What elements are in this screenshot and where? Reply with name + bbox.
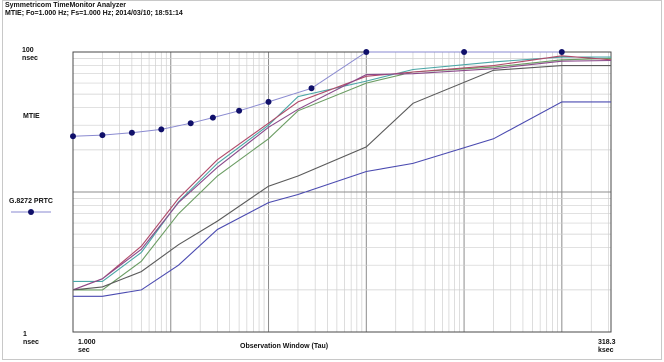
y-axis-max-value: 100 (22, 47, 34, 54)
x-axis-title: Observation Window (Tau) (240, 343, 329, 350)
series-layer (72, 55, 612, 297)
x-axis-min-unit: sec (78, 347, 90, 354)
mtie-series-6 (73, 101, 611, 297)
prtc-mask-point (265, 98, 272, 105)
plot-area-border (72, 51, 612, 333)
mask-layer (70, 49, 565, 140)
y-axis-title: MTIE (23, 113, 40, 120)
prtc-mask-point (70, 133, 76, 140)
prtc-mask-point (128, 129, 135, 136)
y-axis-min-label: 1 nsec (23, 331, 39, 347)
prtc-mask-point (363, 49, 370, 55)
plot-grid (72, 52, 611, 333)
prtc-mask-point (461, 49, 468, 55)
x-axis-min-label: 1.000 sec (78, 339, 96, 355)
mtie-series-4 (72, 59, 612, 291)
mtie-series-5 (72, 65, 611, 291)
y-axis-max-label: 100 nsec (22, 47, 38, 63)
legend-marker (28, 209, 34, 215)
prtc-mask-point (558, 49, 565, 55)
prtc-mask-point (99, 132, 106, 139)
mtie-series-1 (73, 57, 612, 291)
app-title: Symmetricom TimeMonitor Analyzer (5, 2, 126, 9)
prtc-mask-point (187, 120, 194, 127)
mtie-series-3 (72, 55, 612, 291)
y-axis-min-unit: nsec (23, 339, 39, 346)
x-axis-max-value: 318.3 (598, 339, 616, 346)
prtc-mask-point (158, 126, 165, 133)
measurement-info: MTIE; Fo=1.000 Hz; Fs=1.000 Hz; 2014/03/… (5, 10, 183, 17)
y-axis-min-value: 1 (23, 331, 27, 338)
legend-swatch (11, 209, 51, 215)
prtc-mask-point (236, 107, 243, 114)
legend-label: G.8272 PRTC (9, 198, 53, 205)
prtc-mask-line (72, 51, 562, 137)
x-axis-min-value: 1.000 (78, 339, 96, 346)
prtc-mask-point (308, 85, 315, 92)
x-axis-max-unit: ksec (598, 347, 614, 354)
mtie-series-2 (73, 56, 611, 282)
x-axis-max-label: 318.3 ksec (598, 339, 616, 355)
prtc-mask-point (209, 114, 216, 121)
y-axis-max-unit: nsec (22, 55, 38, 62)
